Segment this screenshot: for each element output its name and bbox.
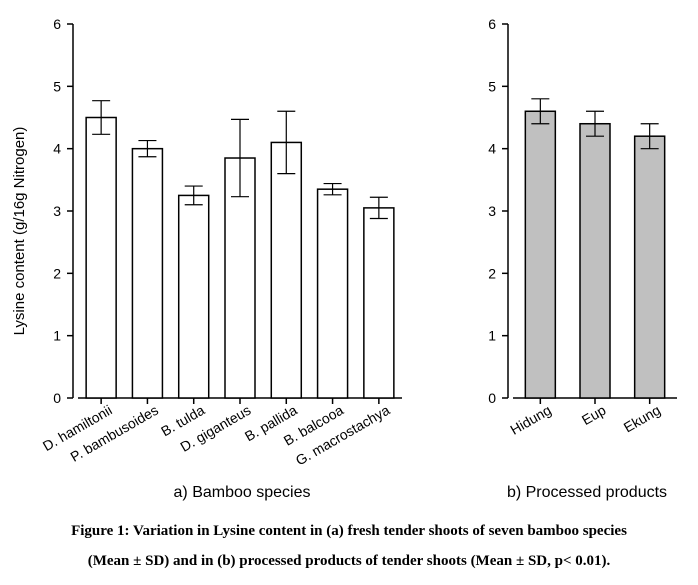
y-tick-label: 6: [53, 16, 61, 32]
y-axis-label: Lysine content (g/16g Nitrogen): [11, 127, 28, 336]
x-tick-label: Ekung: [621, 402, 663, 436]
y-tick-label: 5: [53, 78, 61, 94]
y-tick-label: 1: [488, 328, 496, 344]
bar: [633, 135, 666, 399]
bar: [524, 110, 557, 399]
y-tick-label: 6: [488, 16, 496, 32]
y-tick-label: 3: [53, 203, 61, 219]
x-tick-label: Eup: [579, 402, 609, 428]
panel-label: a) Bamboo species: [174, 484, 311, 501]
bar: [270, 141, 303, 399]
y-tick-label: 2: [53, 265, 61, 281]
panel-label: b) Processed products: [507, 484, 667, 501]
y-tick-label: 0: [53, 390, 61, 406]
chart-panel-2: 0 1 2 3 4 5 6 Hidung Eup Ekung b) Processed produc…: [488, 16, 677, 501]
caption-line-1: Figure 1: Variation in Lysine content in…: [71, 523, 627, 539]
y-tick-label: 4: [488, 141, 496, 157]
figure-caption: Figure 1: Variation in Lysine content in…: [0, 516, 698, 576]
bar: [579, 122, 611, 399]
bar: [224, 157, 256, 399]
y-tick-label: 3: [488, 203, 496, 219]
bar: [363, 207, 395, 399]
y-tick-label: 5: [488, 78, 496, 94]
y-tick-label: 4: [53, 141, 61, 157]
caption-line-2: (Mean ± SD) and in (b) processed product…: [87, 553, 611, 569]
x-tick-label: Hidung: [507, 402, 553, 438]
y-tick-label: 0: [488, 390, 496, 406]
y-tick-label: 2: [488, 265, 496, 281]
bar: [316, 188, 349, 399]
y-tick-label: 1: [53, 328, 61, 344]
bar: [177, 194, 210, 399]
bar: [131, 147, 164, 399]
bar: [85, 116, 117, 399]
